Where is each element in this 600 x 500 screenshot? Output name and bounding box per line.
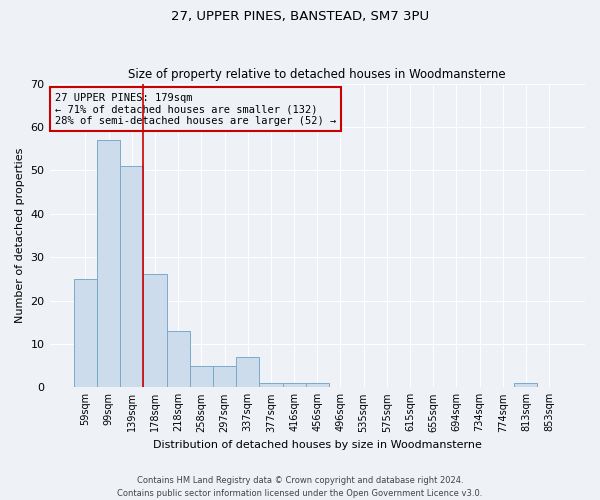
- Bar: [305, 383, 329, 388]
- Bar: [74, 279, 97, 388]
- Bar: [190, 366, 213, 388]
- Bar: [514, 383, 538, 388]
- Y-axis label: Number of detached properties: Number of detached properties: [15, 148, 25, 323]
- Bar: [283, 383, 305, 388]
- Bar: [236, 357, 259, 388]
- Bar: [213, 366, 236, 388]
- Bar: [259, 383, 283, 388]
- Bar: [120, 166, 143, 388]
- Text: 27, UPPER PINES, BANSTEAD, SM7 3PU: 27, UPPER PINES, BANSTEAD, SM7 3PU: [171, 10, 429, 23]
- Text: 27 UPPER PINES: 179sqm
← 71% of detached houses are smaller (132)
28% of semi-de: 27 UPPER PINES: 179sqm ← 71% of detached…: [55, 92, 336, 126]
- Text: Contains HM Land Registry data © Crown copyright and database right 2024.
Contai: Contains HM Land Registry data © Crown c…: [118, 476, 482, 498]
- Bar: [97, 140, 120, 388]
- Bar: [167, 331, 190, 388]
- Bar: [143, 274, 167, 388]
- Title: Size of property relative to detached houses in Woodmansterne: Size of property relative to detached ho…: [128, 68, 506, 81]
- X-axis label: Distribution of detached houses by size in Woodmansterne: Distribution of detached houses by size …: [153, 440, 482, 450]
